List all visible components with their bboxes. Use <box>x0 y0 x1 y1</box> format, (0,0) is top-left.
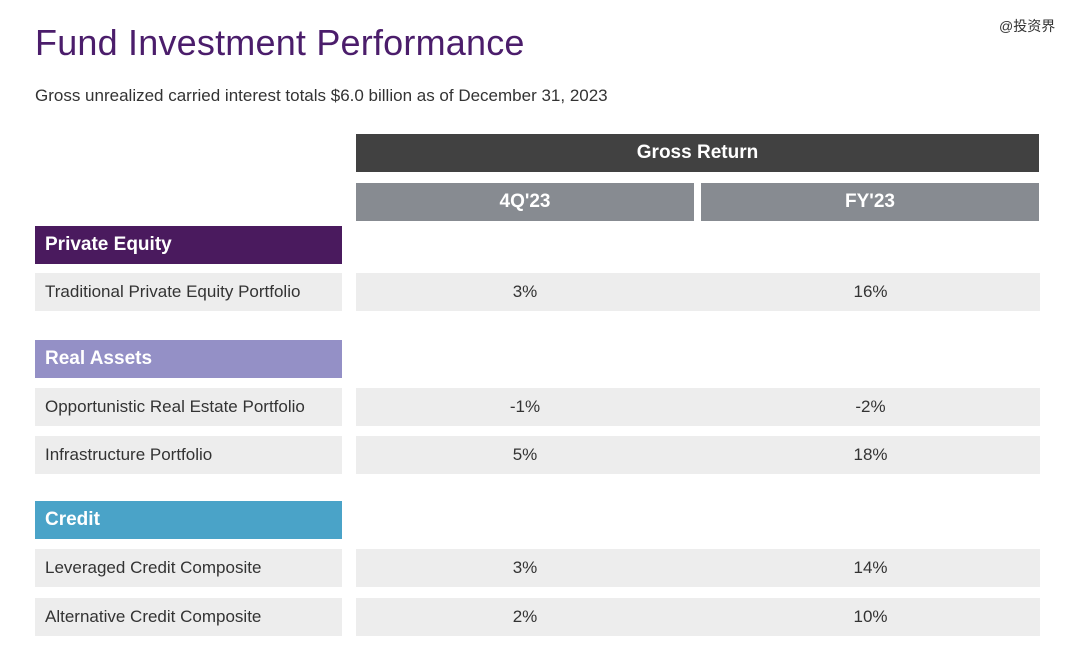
row-label-alternative-credit: Alternative Credit Composite <box>35 598 342 636</box>
cell-fy23: 14% <box>853 558 888 577</box>
cell-fy23: 10% <box>853 607 888 626</box>
page-title: Fund Investment Performance <box>35 22 525 63</box>
cell-4q23: 5% <box>512 445 538 464</box>
row-label-opportunistic-re: Opportunistic Real Estate Portfolio <box>35 388 342 426</box>
table-row: 2% 10% <box>356 598 1040 636</box>
cell-4q23: 2% <box>512 607 538 626</box>
table-row: 5% 18% <box>356 436 1040 474</box>
row-label-infrastructure: Infrastructure Portfolio <box>35 436 342 474</box>
table-row: -1% -2% <box>356 388 1040 426</box>
category-private-equity: Private Equity <box>35 226 342 264</box>
cell-fy23: 16% <box>853 282 888 301</box>
page-subtitle: Gross unrealized carried interest totals… <box>35 86 608 105</box>
cell-4q23: 3% <box>512 558 538 577</box>
column-header-4q23: 4Q'23 <box>356 183 694 221</box>
table-row: 3% 14% <box>356 549 1040 587</box>
column-header-fy23: FY'23 <box>701 183 1039 221</box>
cell-fy23: 18% <box>853 445 888 464</box>
category-credit: Credit <box>35 501 342 539</box>
watermark: @投资界 <box>999 18 1056 34</box>
category-real-assets: Real Assets <box>35 340 342 378</box>
cell-4q23: 3% <box>512 282 538 301</box>
row-label-leveraged-credit: Leveraged Credit Composite <box>35 549 342 587</box>
cell-fy23: -2% <box>855 397 886 416</box>
gross-return-header: Gross Return <box>356 134 1039 172</box>
row-label-traditional-pe: Traditional Private Equity Portfolio <box>35 273 342 311</box>
cell-4q23: -1% <box>509 397 541 416</box>
table-row: 3% 16% <box>356 273 1040 311</box>
